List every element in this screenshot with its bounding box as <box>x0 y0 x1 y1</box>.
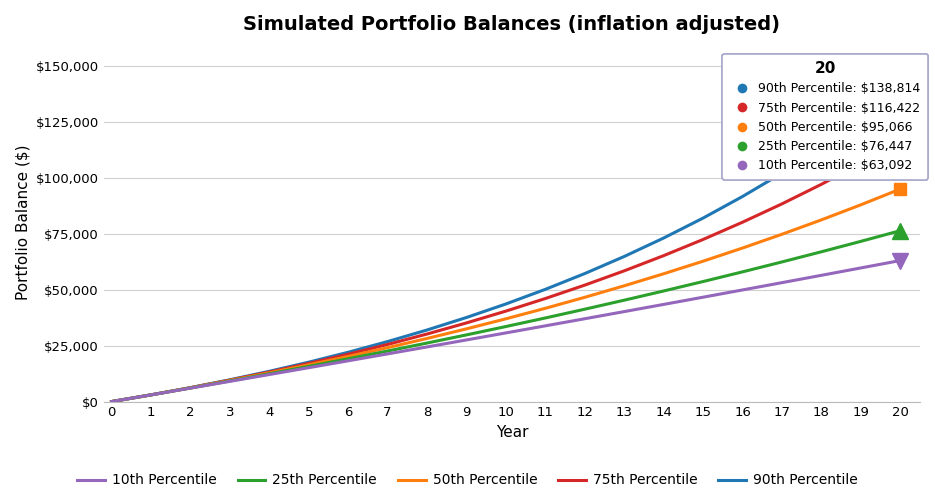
X-axis label: Year: Year <box>496 425 528 440</box>
Y-axis label: Portfolio Balance ($): Portfolio Balance ($) <box>15 145 30 300</box>
Legend: 90th Percentile: $138,814, 75th Percentile: $116,422, 50th Percentile: $95,066, : 90th Percentile: $138,814, 75th Percenti… <box>722 54 928 180</box>
Legend: 10th Percentile, 25th Percentile, 50th Percentile, 75th Percentile, 90th Percent: 10th Percentile, 25th Percentile, 50th P… <box>72 468 863 493</box>
Title: Simulated Portfolio Balances (inflation adjusted): Simulated Portfolio Balances (inflation … <box>243 15 781 34</box>
